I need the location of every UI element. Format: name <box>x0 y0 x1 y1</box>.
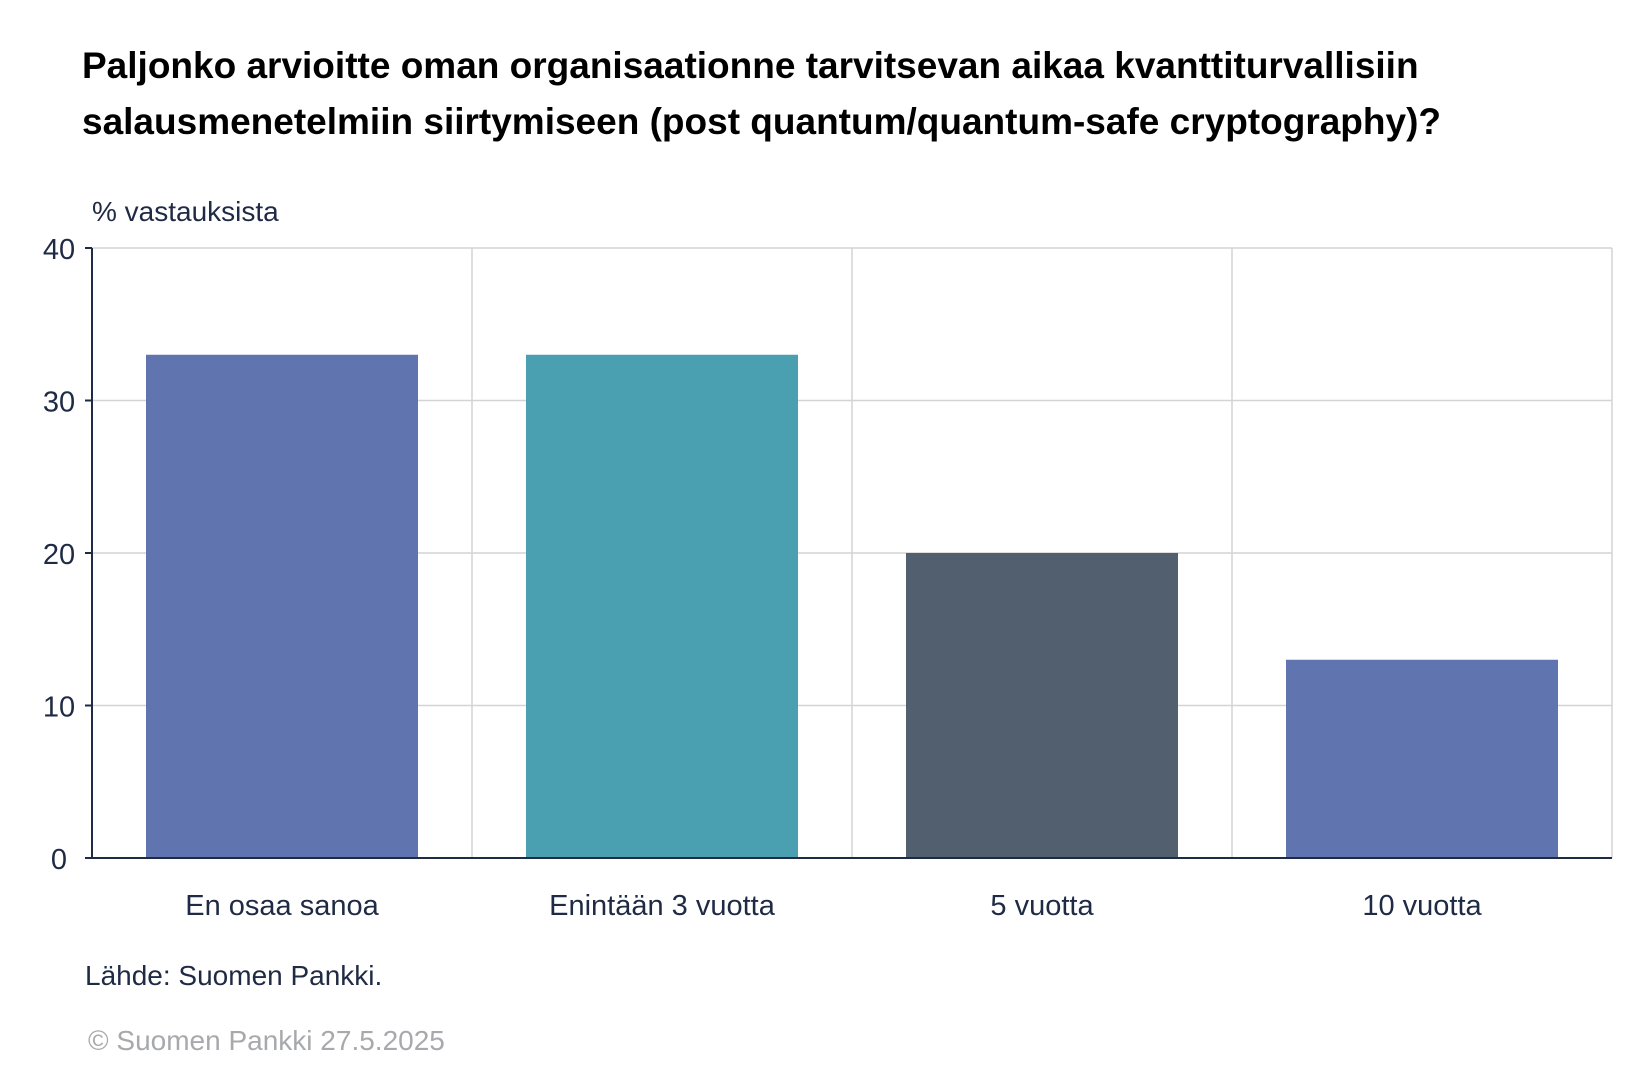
bar-3 <box>906 553 1178 858</box>
chart-title: Paljonko arvioitte oman organisaationne … <box>82 38 1602 150</box>
chart-title-line-2: salausmenetelmiin siirtymiseen (post qua… <box>82 101 1441 142</box>
y-tick-label-10: 10 <box>43 692 75 724</box>
copyright-note: © Suomen Pankki 27.5.2025 <box>88 1025 445 1056</box>
y-axis-unit-label: % vastauksista <box>92 196 279 227</box>
source-note: Lähde: Suomen Pankki. <box>85 960 383 991</box>
x-tick-label-1: En osaa sanoa <box>185 890 379 922</box>
y-tick-label-0: 0 <box>51 844 67 876</box>
bar-2 <box>526 354 798 858</box>
chart-title-line-1: Paljonko arvioitte oman organisaationne … <box>82 45 1419 86</box>
x-tick-label-4: 10 vuotta <box>1362 890 1482 922</box>
bar-4 <box>1286 659 1558 858</box>
y-tick-label-30: 30 <box>43 387 75 419</box>
bar-1 <box>146 354 418 858</box>
y-tick-label-40: 40 <box>43 234 75 266</box>
x-tick-label-3: 5 vuotta <box>990 890 1094 922</box>
y-tick-label-20: 20 <box>43 539 75 571</box>
x-tick-label-2: Enintään 3 vuotta <box>549 890 776 922</box>
